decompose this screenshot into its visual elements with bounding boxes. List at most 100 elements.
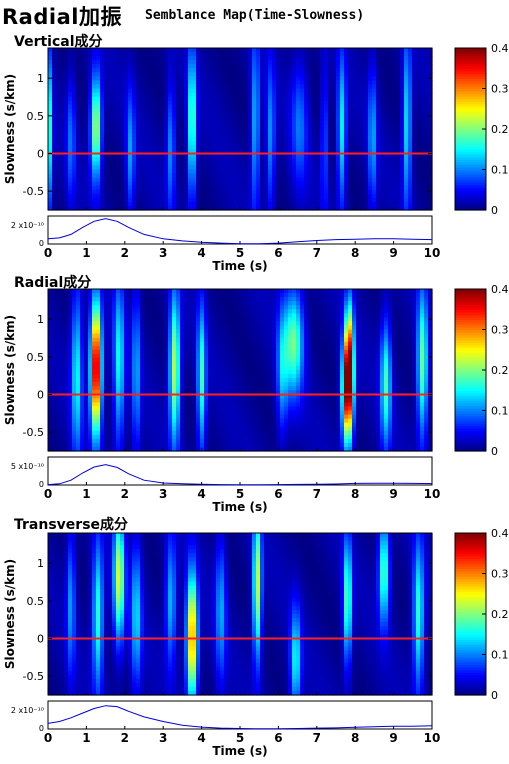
- heatmap-cell: [256, 137, 261, 142]
- heatmap-cell: [148, 345, 153, 351]
- heatmap-cell: [100, 72, 105, 77]
- heatmap-cell: [144, 185, 149, 191]
- heatmap-cell: [296, 64, 301, 69]
- panel-title-radial: Radial成分: [14, 275, 92, 291]
- heatmap-cell: [292, 100, 297, 106]
- heatmap-cell: [116, 406, 121, 412]
- heatmap-cell: [140, 201, 145, 207]
- heatmap-cell: [248, 193, 253, 199]
- heatmap-cell: [392, 120, 397, 126]
- heatmap-cell: [112, 149, 117, 154]
- heatmap-cell: [352, 116, 357, 122]
- colorbar-segment: [455, 108, 486, 112]
- heatmap-cell: [84, 157, 89, 162]
- heatmap-cell: [192, 189, 197, 195]
- heatmap-cell: [72, 197, 77, 203]
- heatmap-cell: [64, 374, 69, 379]
- heatmap-cell: [220, 153, 225, 158]
- heatmap-cell: [72, 104, 77, 110]
- heatmap-cell: [108, 60, 113, 65]
- heatmap-cell: [140, 104, 145, 110]
- heatmap-cell: [396, 193, 401, 199]
- heatmap-cell: [424, 129, 429, 134]
- heatmap-cell: [412, 116, 417, 122]
- heatmap-cell: [188, 137, 193, 142]
- heatmap-cell: [100, 357, 105, 363]
- heatmap-cell: [108, 201, 113, 207]
- colorbar-segment: [455, 179, 486, 183]
- heatmap-cell: [48, 406, 53, 412]
- heatmap-cell: [84, 438, 89, 444]
- heatmap-cell: [352, 197, 357, 203]
- heatmap-cell: [108, 52, 113, 57]
- heatmap-cell: [284, 165, 289, 171]
- heatmap-cell: [260, 145, 265, 150]
- heatmap-cell: [364, 104, 369, 110]
- heatmap-cell: [96, 149, 101, 154]
- heatmap-cell: [172, 88, 177, 94]
- heatmap-cell: [352, 137, 357, 142]
- heatmap-cell: [412, 80, 417, 86]
- heatmap-cell: [240, 181, 245, 187]
- heatmap-cell: [100, 382, 105, 387]
- heatmap-cell: [56, 422, 61, 428]
- heatmap-cell: [136, 374, 141, 379]
- heatmap-cell: [120, 76, 125, 81]
- heatmap-cell: [96, 378, 101, 383]
- heatmap-cell: [416, 161, 421, 167]
- heatmap-cell: [324, 80, 329, 86]
- heatmap-cell: [100, 378, 105, 383]
- heatmap-cell: [156, 169, 161, 175]
- heatmap-cell: [84, 145, 89, 150]
- heatmap-cell: [292, 112, 297, 118]
- heatmap-cell: [280, 205, 285, 211]
- heatmap-cell: [68, 120, 73, 126]
- heatmap-cell: [220, 193, 225, 199]
- heatmap-cell: [228, 108, 233, 114]
- heatmap-cell: [304, 116, 309, 122]
- heatmap-cell: [100, 386, 105, 391]
- heatmap-cell: [88, 309, 93, 314]
- heatmap-cell: [112, 341, 117, 347]
- colorbar-segment: [455, 63, 486, 67]
- heatmap-cell: [148, 108, 153, 114]
- heatmap-cell: [256, 149, 261, 154]
- heatmap-cell: [420, 64, 425, 69]
- heatmap-cell: [108, 80, 113, 86]
- heatmap-cell: [232, 181, 237, 187]
- heatmap-cell: [248, 149, 253, 154]
- heatmap-cell: [188, 76, 193, 81]
- heatmap-cell: [88, 72, 93, 77]
- heatmap-cell: [48, 309, 53, 314]
- x-axis-label: Time (s): [212, 259, 267, 273]
- heatmap-cell: [404, 197, 409, 203]
- heatmap-cell: [180, 185, 185, 191]
- heatmap-cell: [288, 108, 293, 114]
- heatmap-cell: [56, 293, 61, 298]
- heatmap-cell: [412, 52, 417, 57]
- heatmap-cell: [428, 96, 433, 102]
- heatmap-cell: [52, 313, 57, 318]
- heatmap-cell: [92, 185, 97, 191]
- heatmap-cell: [208, 153, 213, 158]
- heatmap-cell: [160, 141, 165, 146]
- heatmap-cell: [384, 181, 389, 187]
- heatmap-cell: [172, 92, 177, 98]
- heatmap-cell: [376, 112, 381, 118]
- heatmap-cell: [60, 386, 65, 391]
- heatmap-cell: [276, 60, 281, 65]
- heatmap-cell: [228, 161, 233, 167]
- heatmap-cell: [128, 124, 133, 130]
- heatmap-cell: [180, 161, 185, 167]
- heatmap-cell: [348, 104, 353, 110]
- heatmap-cell: [100, 96, 105, 102]
- heatmap-cell: [400, 96, 405, 102]
- heatmap-cell: [256, 165, 261, 171]
- heatmap-cell: [328, 72, 333, 77]
- heatmap-cell: [144, 56, 149, 61]
- heatmap-cell: [260, 100, 265, 106]
- heatmap-cell: [404, 129, 409, 134]
- heatmap-cell: [276, 161, 281, 167]
- heatmap-cell: [308, 185, 313, 191]
- heatmap-cell: [48, 402, 53, 408]
